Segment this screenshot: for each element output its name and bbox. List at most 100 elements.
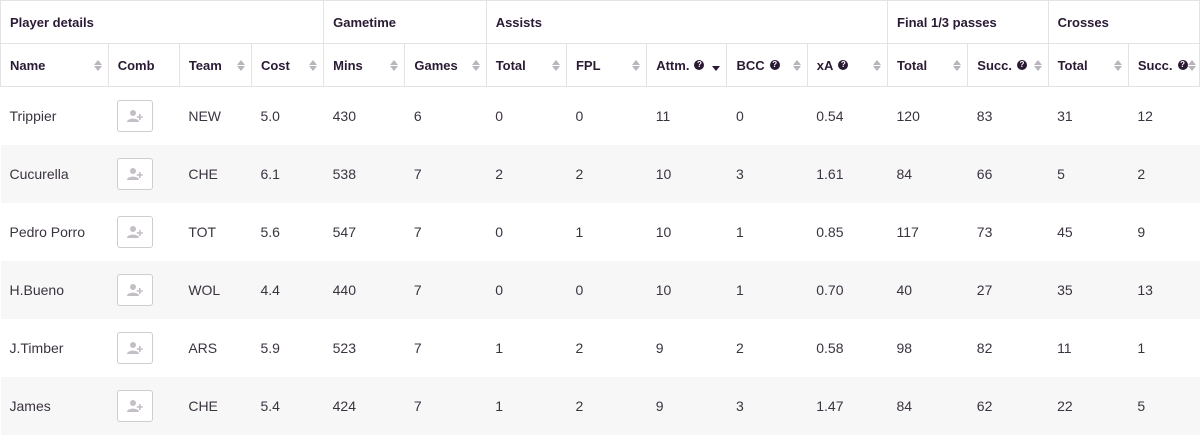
cell-crosses-total: 22 <box>1048 377 1129 435</box>
cell-games: 7 <box>413 224 422 240</box>
cell-final-third-succ: 27 <box>967 261 1049 319</box>
column-header-name[interactable]: Name <box>0 43 109 87</box>
cell-assists-total: 0 <box>486 261 567 319</box>
add-to-comparison-button[interactable] <box>117 216 154 248</box>
cell-name[interactable]: J.Timber <box>9 340 64 356</box>
cell-team: ARS <box>188 340 218 356</box>
cell-comb <box>108 145 180 203</box>
add-to-comparison-button[interactable] <box>117 100 154 132</box>
column-header-final-third-total[interactable]: Total <box>887 43 969 87</box>
column-label: Team <box>188 57 222 73</box>
cell-name[interactable]: Trippier <box>9 108 57 124</box>
sort-arrows-icon[interactable] <box>953 59 962 71</box>
cell-team: CHE <box>179 377 252 435</box>
column-header-attm[interactable]: Attm.? <box>646 43 728 87</box>
column-header-bcc[interactable]: BCC? <box>726 43 808 87</box>
sort-arrows-icon[interactable] <box>390 59 399 71</box>
column-header-team[interactable]: Team <box>179 43 252 87</box>
sort-arrows-icon[interactable] <box>1113 59 1122 71</box>
column-header-final-third-succ[interactable]: Succ.? <box>967 43 1049 87</box>
column-header-xa[interactable]: xA? <box>807 43 889 87</box>
column-header-fpl[interactable]: FPL <box>566 43 648 87</box>
table-row: H.Bueno WOL 4.4 440 7 0 0 10 1 0.70 40 2… <box>0 261 1200 319</box>
sort-arrows-icon[interactable] <box>1187 59 1196 71</box>
info-icon[interactable]: ? <box>838 60 849 70</box>
cell-mins: 424 <box>323 377 405 435</box>
column-label: Succ. <box>977 57 1012 73</box>
sort-arrows-icon[interactable] <box>93 59 102 71</box>
cell-xa: 0.70 <box>807 261 888 319</box>
cell-mins: 538 <box>323 145 405 203</box>
column-label: Mins <box>333 57 363 73</box>
cell-assists-total: 2 <box>486 145 567 203</box>
info-icon[interactable]: ? <box>1177 60 1188 70</box>
info-icon[interactable]: ? <box>769 60 780 70</box>
cell-bcc: 1 <box>735 224 744 240</box>
cell-crosses-succ: 9 <box>1137 224 1146 240</box>
cell-attm: 9 <box>646 377 727 435</box>
cell-games: 7 <box>404 377 487 435</box>
sort-arrows-icon[interactable] <box>551 59 560 71</box>
add-to-comparison-button[interactable] <box>117 390 154 422</box>
cell-assists-total: 1 <box>495 340 503 356</box>
column-header-crosses-total[interactable]: Total <box>1048 43 1129 87</box>
cell-fpl: 0 <box>566 261 647 319</box>
add-user-icon <box>127 167 144 181</box>
column-header-games[interactable]: Games <box>404 43 487 87</box>
cell-cost: 5.4 <box>251 377 324 435</box>
cell-crosses-succ: 2 <box>1128 145 1200 203</box>
column-label: Name <box>10 57 46 73</box>
column-label: FPL <box>575 57 601 73</box>
sort-arrows-icon[interactable] <box>712 59 721 71</box>
cell-name[interactable]: James <box>0 377 109 435</box>
cell-fpl: 2 <box>566 145 647 203</box>
add-to-comparison-button[interactable] <box>117 332 154 364</box>
cell-crosses-total: 5 <box>1048 145 1129 203</box>
cell-crosses-total: 45 <box>1057 224 1073 240</box>
column-header-comb: Comb <box>108 43 180 87</box>
sort-arrows-icon[interactable] <box>873 59 882 71</box>
cell-name[interactable]: Pedro Porro <box>9 224 85 240</box>
info-icon[interactable]: ? <box>1016 60 1027 70</box>
cell-fpl: 1 <box>575 224 584 240</box>
sort-arrows-icon[interactable] <box>471 59 480 71</box>
cell-comb <box>108 319 179 377</box>
column-label: Comb <box>117 57 155 73</box>
sort-arrows-icon[interactable] <box>236 59 245 71</box>
sort-arrows-icon[interactable] <box>309 59 318 71</box>
cell-assists-total: 0 <box>495 108 503 124</box>
cell-crosses-total: 11 <box>1057 340 1072 356</box>
cell-attm: 10 <box>655 224 672 240</box>
column-header-mins[interactable]: Mins <box>323 43 406 87</box>
column-label: xA <box>816 57 834 73</box>
add-to-comparison-button[interactable] <box>117 274 154 306</box>
cell-attm: 10 <box>646 145 727 203</box>
cell-name[interactable]: Cucurella <box>0 145 109 203</box>
column-header-crosses-succ[interactable]: Succ.? <box>1128 43 1200 87</box>
cell-fpl: 2 <box>566 377 647 435</box>
cell-fpl: 2 <box>575 340 584 356</box>
cell-games: 7 <box>404 261 487 319</box>
cell-final-third-succ: 66 <box>967 145 1049 203</box>
sort-arrows-icon[interactable] <box>1033 59 1042 71</box>
cell-final-third-total: 84 <box>887 145 968 203</box>
cell-xa: 1.47 <box>807 377 888 435</box>
cell-final-third-total: 117 <box>896 224 919 240</box>
cell-final-third-succ: 82 <box>976 340 993 356</box>
cell-xa: 0.85 <box>816 224 844 240</box>
column-header-cost[interactable]: Cost <box>251 43 325 87</box>
table-body: Trippier NEW 5.0 430 6 0 0 11 0 0.54 120… <box>0 87 1200 435</box>
group-final-third-passes: Final 1/3 passes <box>887 0 1049 44</box>
cell-mins: 440 <box>323 261 405 319</box>
sort-arrows-icon[interactable] <box>632 59 641 71</box>
cell-games: 7 <box>413 340 422 356</box>
sort-arrows-icon[interactable] <box>792 59 801 71</box>
cell-name[interactable]: H.Bueno <box>0 261 109 319</box>
column-label: Total <box>897 57 928 73</box>
info-icon[interactable]: ? <box>694 60 705 70</box>
column-header-assists-total[interactable]: Total <box>486 43 567 87</box>
column-label: Attm. <box>656 57 690 73</box>
cell-crosses-succ: 13 <box>1128 261 1200 319</box>
add-to-comparison-button[interactable] <box>117 158 154 190</box>
